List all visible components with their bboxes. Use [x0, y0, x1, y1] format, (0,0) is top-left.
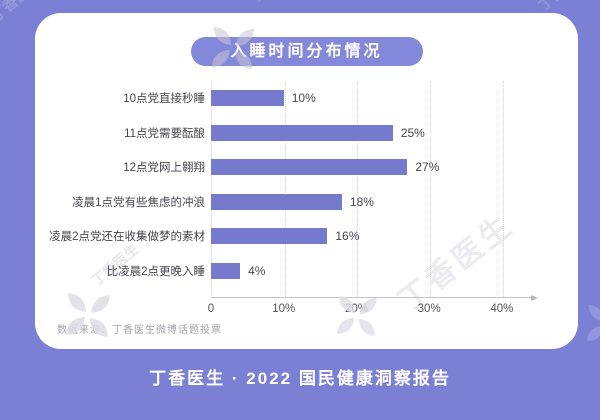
gridline: [502, 81, 504, 297]
axis-arrow-icon: [531, 294, 538, 301]
category-label: 凌晨1点党有些焦虑的冲浪: [72, 196, 205, 209]
chart-row: 10点党直接秒睡 10%: [47, 81, 531, 116]
bar-chart: 10点党直接秒睡 10% 11点党需要酝酿 25% 12点党网上翱翔 27% 凌晨1点党有些…: [47, 79, 538, 329]
bar: [211, 262, 241, 279]
bar: [211, 193, 342, 210]
axis-tick-label: 10%: [272, 303, 296, 315]
axis-tick-label: 0: [207, 303, 215, 315]
gridline: [357, 81, 359, 297]
value-label: 10%: [291, 91, 316, 106]
chart-rows: 10点党直接秒睡 10% 11点党需要酝酿 25% 12点党网上翱翔 27% 凌晨1点党有些…: [47, 79, 531, 288]
category-label: 比凌晨2点更晚入睡: [106, 265, 205, 278]
flower-logo-watermark: [586, 304, 600, 342]
category-label: 10点党直接秒睡: [123, 93, 205, 106]
bar-track: 16%: [211, 228, 531, 245]
bar-track: 10%: [211, 90, 531, 107]
value-label: 4%: [248, 263, 266, 278]
bar-track: 18%: [211, 193, 531, 210]
chart-title: 入睡时间分布情况: [230, 43, 383, 60]
category-label: 凌晨2点党还在收集做梦的素材: [49, 231, 205, 244]
chart-row: 12点党网上翱翔 27%: [47, 150, 531, 185]
chart-row: 比凌晨2点更晚入睡 4%: [47, 254, 531, 289]
axis-tick-label: 40%: [490, 303, 514, 315]
gridline: [284, 81, 286, 297]
chart-row: 凌晨2点党还在收集做梦的素材 16%: [47, 219, 531, 254]
value-label: 27%: [415, 160, 440, 175]
chart-card: 丁香医生 丁香医生 入睡时间分布情况 10点党直接秒睡 10% 11点党需要酝酿 25…: [35, 13, 578, 349]
data-source-note: 数据来源：丁香医生微博话题投票: [57, 325, 222, 336]
value-label: 25%: [400, 125, 425, 140]
axis-tick-label: 30%: [417, 303, 441, 315]
gridline: [430, 81, 432, 297]
axis-tick-label: 20%: [344, 303, 368, 315]
category-label: 11点党需要酝酿: [124, 127, 205, 140]
bar: [211, 159, 408, 176]
value-label: 16%: [335, 229, 360, 244]
bar-track: 25%: [211, 124, 531, 141]
brand-watermark-text: 丁香医生: [246, 0, 302, 7]
report-title: 丁香医生 · 2022 国民健康洞察报告: [149, 369, 451, 388]
title-banner: 入睡时间分布情况: [190, 37, 423, 66]
bar: [211, 124, 393, 141]
brand-watermark-text: 丁香医生: [0, 0, 45, 26]
bar: [211, 90, 284, 107]
chart-row: 凌晨1点党有些焦虑的冲浪 18%: [47, 185, 531, 220]
axis-ticks: 0 10% 20% 30% 40%: [207, 303, 531, 319]
value-label: 18%: [349, 194, 374, 209]
bar: [211, 228, 328, 245]
grid-overlay: [211, 81, 538, 301]
chart-row: 11点党需要酝酿 25%: [47, 116, 531, 151]
bar-track: 27%: [211, 159, 531, 176]
category-label: 12点党网上翱翔: [123, 162, 205, 175]
bar-track: 4%: [211, 262, 531, 279]
